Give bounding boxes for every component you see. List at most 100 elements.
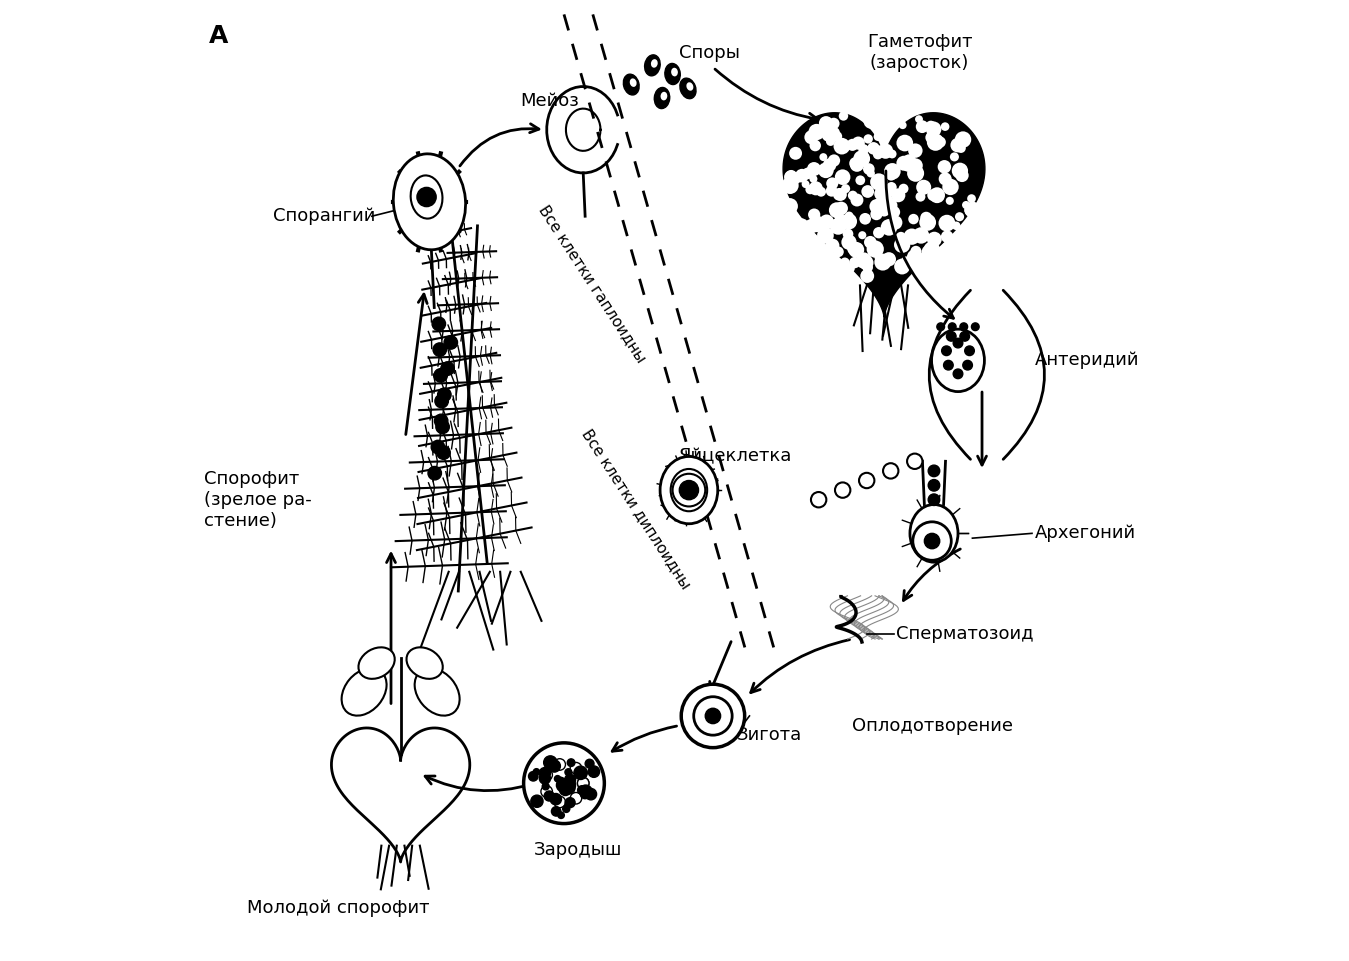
Circle shape [523, 743, 604, 824]
Circle shape [819, 214, 834, 230]
Circle shape [782, 217, 797, 233]
Circle shape [846, 138, 858, 151]
Circle shape [955, 212, 965, 221]
Circle shape [927, 134, 944, 151]
Circle shape [544, 756, 557, 769]
Text: Все клетки диплоидны: Все клетки диплоидны [579, 427, 693, 592]
Circle shape [916, 192, 925, 202]
Circle shape [434, 369, 448, 382]
Circle shape [924, 533, 940, 549]
Circle shape [912, 259, 927, 275]
Circle shape [540, 773, 550, 784]
Circle shape [901, 257, 911, 265]
Ellipse shape [414, 668, 460, 716]
Circle shape [541, 769, 553, 780]
Circle shape [835, 169, 850, 185]
Circle shape [942, 346, 951, 356]
Circle shape [832, 188, 846, 201]
Text: Зародыш: Зародыш [534, 842, 623, 859]
Circle shape [585, 759, 594, 768]
Circle shape [840, 185, 850, 193]
Circle shape [781, 196, 789, 205]
Circle shape [560, 783, 572, 796]
Circle shape [563, 781, 572, 792]
Circle shape [826, 178, 838, 189]
Circle shape [947, 332, 956, 341]
Circle shape [943, 360, 954, 370]
Circle shape [902, 155, 916, 169]
Circle shape [835, 202, 849, 215]
Circle shape [889, 107, 904, 122]
Ellipse shape [932, 329, 985, 391]
Circle shape [874, 127, 885, 137]
Circle shape [874, 254, 892, 271]
Text: Сперматозоид: Сперматозоид [896, 626, 1033, 643]
Circle shape [830, 218, 847, 234]
Circle shape [927, 232, 942, 247]
Circle shape [850, 158, 865, 172]
Circle shape [817, 227, 834, 244]
Circle shape [811, 492, 827, 507]
Circle shape [904, 229, 920, 245]
Circle shape [835, 212, 844, 222]
Circle shape [973, 210, 981, 219]
Circle shape [808, 209, 820, 221]
Circle shape [681, 684, 745, 748]
Circle shape [822, 126, 838, 142]
Circle shape [940, 231, 954, 243]
Circle shape [920, 211, 932, 224]
Ellipse shape [654, 87, 669, 109]
Circle shape [965, 205, 975, 216]
Circle shape [954, 338, 963, 348]
Circle shape [807, 162, 822, 176]
Circle shape [876, 122, 890, 136]
Circle shape [874, 186, 889, 201]
Circle shape [971, 209, 987, 227]
Circle shape [554, 776, 561, 782]
Circle shape [563, 782, 575, 794]
Text: Антеридий: Антеридий [1035, 352, 1140, 369]
Circle shape [840, 258, 850, 267]
Ellipse shape [670, 469, 707, 511]
Circle shape [809, 175, 817, 183]
Circle shape [859, 256, 874, 270]
Circle shape [894, 259, 911, 275]
Circle shape [898, 121, 907, 129]
Ellipse shape [665, 63, 680, 85]
Circle shape [437, 388, 451, 402]
Text: А: А [208, 24, 228, 48]
Circle shape [804, 131, 819, 144]
Circle shape [867, 244, 880, 256]
Text: Оплодотворение: Оплодотворение [853, 717, 1013, 734]
Circle shape [434, 414, 448, 428]
Circle shape [928, 465, 940, 477]
Circle shape [928, 494, 940, 505]
Circle shape [873, 149, 884, 160]
Circle shape [809, 140, 822, 151]
Circle shape [795, 169, 809, 183]
Circle shape [840, 213, 857, 230]
Circle shape [529, 772, 538, 781]
Circle shape [940, 122, 950, 131]
Circle shape [866, 240, 884, 258]
Circle shape [434, 394, 448, 407]
Circle shape [819, 153, 827, 161]
Circle shape [905, 258, 916, 269]
Circle shape [805, 185, 815, 194]
Circle shape [784, 170, 797, 184]
Circle shape [862, 185, 874, 198]
Circle shape [792, 218, 809, 235]
Text: Молодой спорофит: Молодой спорофит [247, 899, 429, 917]
Ellipse shape [911, 505, 958, 562]
Circle shape [554, 759, 565, 771]
Circle shape [842, 234, 857, 250]
Circle shape [874, 133, 882, 141]
Circle shape [577, 786, 587, 795]
Circle shape [884, 163, 901, 180]
Circle shape [849, 257, 861, 268]
Ellipse shape [661, 92, 668, 100]
Circle shape [785, 170, 797, 182]
Circle shape [880, 113, 894, 128]
Circle shape [441, 362, 455, 376]
Circle shape [898, 184, 908, 193]
